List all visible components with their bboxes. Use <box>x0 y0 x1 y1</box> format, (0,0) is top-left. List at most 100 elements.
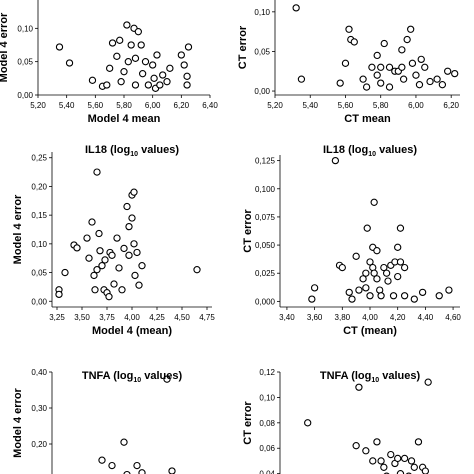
x-tick-label: 6,00 <box>145 101 161 110</box>
data-point <box>421 467 430 474</box>
data-point <box>105 293 113 301</box>
y-tick-label: 0,10 <box>254 8 270 17</box>
data-point <box>116 36 124 44</box>
y-tick-label: 0,15 <box>31 211 47 220</box>
data-point <box>345 25 353 33</box>
y-tick-label: 0,10 <box>31 240 47 249</box>
y-tick-label: 0,40 <box>31 368 47 377</box>
data-point <box>115 264 123 272</box>
data-point <box>355 383 363 391</box>
data-point <box>55 290 63 299</box>
chart-title: TNFA (log10 values) <box>320 370 421 384</box>
chart-title: IL18 (log10 values) <box>323 144 417 158</box>
y-tick-label: 0,12 <box>259 368 275 377</box>
data-point <box>426 77 434 86</box>
data-point <box>380 263 388 272</box>
data-point <box>163 78 171 86</box>
data-point <box>96 247 104 255</box>
y-tick-label: 0,08 <box>259 419 275 428</box>
data-point <box>113 52 121 60</box>
y-tick-label: 0,00 <box>31 297 47 306</box>
data-point <box>338 263 346 272</box>
data-point <box>83 234 91 242</box>
data-point <box>108 39 117 47</box>
data-point <box>377 79 385 87</box>
data-point <box>359 275 367 283</box>
x-tick-label: 4,40 <box>418 313 434 322</box>
data-point <box>348 295 356 303</box>
data-point <box>193 266 201 274</box>
x-tick-label: 6,20 <box>174 101 190 110</box>
data-point <box>382 269 391 277</box>
x-axis-label: CT (mean) <box>343 325 397 337</box>
data-point <box>183 72 191 80</box>
data-point <box>394 272 402 281</box>
data-point <box>414 438 423 446</box>
data-point <box>144 81 153 89</box>
data-point <box>398 46 406 54</box>
data-point <box>133 461 141 470</box>
data-point <box>135 281 143 289</box>
data-point <box>400 454 409 463</box>
x-tick-label: 4,25 <box>149 313 165 322</box>
data-point <box>407 457 416 465</box>
y-axis-label: CT error <box>237 25 249 69</box>
data-point <box>123 21 131 29</box>
x-tick-label: 4,75 <box>199 313 215 322</box>
y-tick-label: 0,30 <box>31 404 47 413</box>
data-point <box>345 288 353 297</box>
data-point <box>331 156 340 165</box>
data-point <box>120 244 128 253</box>
data-point <box>362 269 370 277</box>
data-point <box>308 295 316 303</box>
y-tick-label: 0,125 <box>255 157 276 166</box>
x-tick-label: 3,75 <box>99 313 115 322</box>
data-point <box>110 280 118 288</box>
data-point <box>153 51 161 59</box>
data-point <box>73 244 81 252</box>
data-point <box>359 75 367 83</box>
data-point <box>55 43 64 51</box>
data-point <box>398 63 406 71</box>
data-point <box>433 75 441 83</box>
data-point <box>438 81 447 89</box>
x-tick-label: 4,60 <box>445 313 461 322</box>
y-tick-label: 0,05 <box>31 269 47 278</box>
data-point <box>85 254 93 262</box>
data-point <box>380 463 388 471</box>
data-point <box>410 295 418 303</box>
data-point <box>451 69 459 78</box>
scatter-chart-6: 0,04 0,06 0,08 0,10 0,12 CT error TNFA (log10 … <box>242 368 432 474</box>
y-tick-label: 0,05 <box>254 47 270 56</box>
data-point <box>373 247 381 255</box>
data-point <box>410 463 418 471</box>
data-point <box>138 262 146 270</box>
data-point <box>131 54 140 62</box>
data-point <box>133 248 141 257</box>
x-tick-label: 4,00 <box>362 313 378 322</box>
x-tick-label: 5,60 <box>338 101 354 110</box>
data-point <box>399 75 408 83</box>
data-point <box>417 55 425 64</box>
x-tick-label: 4,50 <box>174 313 190 322</box>
data-point <box>124 58 132 66</box>
data-point <box>95 229 103 238</box>
data-point <box>435 292 443 300</box>
data-point <box>93 168 101 176</box>
y-tick-label: 0,20 <box>31 440 47 449</box>
scatter-chart-3: 0,00 0,05 0,10 0,15 0,20 0,25 3,25 3,50 3,75 4,00… <box>12 144 215 337</box>
data-point <box>389 292 398 300</box>
data-point <box>123 202 131 211</box>
data-point <box>408 59 417 67</box>
y-axis-label: Model 4 error <box>12 194 24 264</box>
x-axis-label: Model 4 mean <box>88 113 161 125</box>
data-point <box>159 71 167 79</box>
x-tick-label: 6,40 <box>202 101 218 110</box>
data-point <box>362 83 371 91</box>
data-point <box>88 76 97 84</box>
data-point <box>363 224 371 232</box>
scatter-chart-2: 0,00 0,05 0,10 5,20 5,40 5,60 5,80 6,00 6,20 CT m… <box>237 0 460 125</box>
data-point <box>103 81 111 89</box>
y-tick-label: 0,075 <box>255 213 276 222</box>
